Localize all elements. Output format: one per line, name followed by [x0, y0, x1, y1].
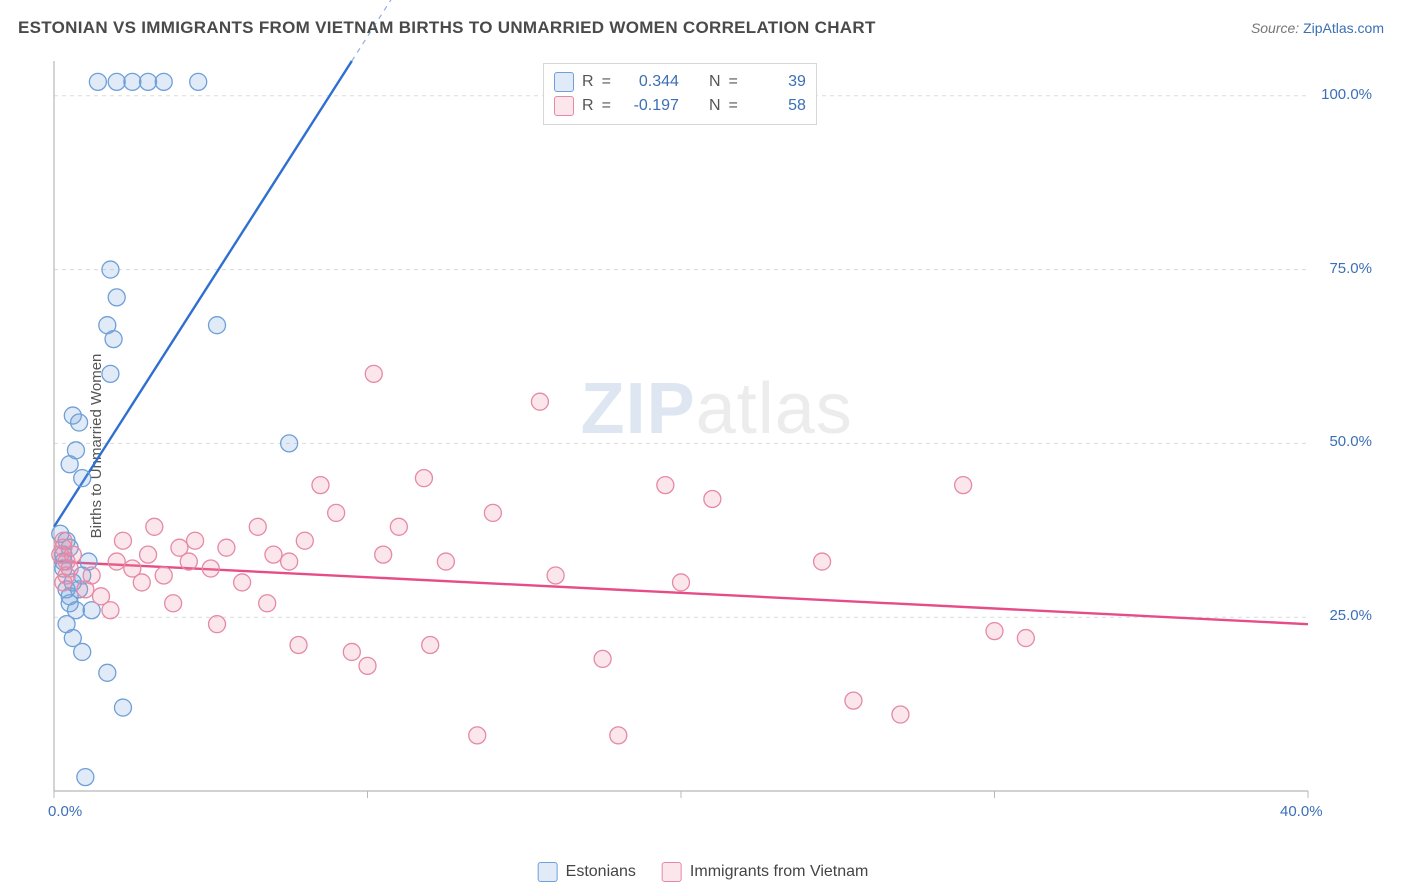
source-label: Source: [1251, 20, 1299, 36]
legend: Estonians Immigrants from Vietnam [538, 862, 869, 882]
stats-n-label: N [709, 97, 721, 115]
stats-swatch-icon [554, 72, 574, 92]
y-tick-label: 25.0% [1329, 607, 1372, 624]
stats-eq: = [602, 97, 611, 115]
y-tick-label: 75.0% [1329, 260, 1372, 277]
stats-n-value: 58 [746, 97, 806, 115]
source-value: ZipAtlas.com [1303, 20, 1384, 36]
stats-n-label: N [709, 73, 721, 91]
plot-area: ZIPatlas R=0.344N=39R=-0.197N=58 25.0%50… [48, 55, 1380, 825]
chart-title: ESTONIAN VS IMMIGRANTS FROM VIETNAM BIRT… [18, 18, 876, 38]
legend-label: Estonians [566, 863, 636, 881]
stats-eq: = [602, 73, 611, 91]
x-tick-label: 40.0% [1280, 803, 1323, 820]
stats-r-value: 0.344 [619, 73, 679, 91]
legend-item-vietnam: Immigrants from Vietnam [662, 862, 868, 882]
stats-n-value: 39 [746, 73, 806, 91]
legend-swatch-icon [538, 862, 558, 882]
legend-swatch-icon [662, 862, 682, 882]
scatter-chart [48, 55, 1380, 825]
stats-eq: = [729, 73, 738, 91]
x-tick-label: 0.0% [48, 803, 82, 820]
legend-item-estonians: Estonians [538, 862, 636, 882]
stats-row: R = 0.344 N = 39 [554, 70, 806, 94]
stats-row: R = -0.197 N = 58 [554, 94, 806, 118]
y-tick-label: 50.0% [1329, 433, 1372, 450]
legend-label: Immigrants from Vietnam [690, 863, 868, 881]
stats-r-value: -0.197 [619, 97, 679, 115]
y-tick-label: 100.0% [1321, 86, 1372, 103]
stats-swatch-icon [554, 96, 574, 116]
correlation-stats-box: R = 0.344 N = 39 R = -0.197 N = 58 [543, 63, 817, 125]
stats-r-label: R [582, 73, 594, 91]
stats-eq: = [729, 97, 738, 115]
stats-r-label: R [582, 97, 594, 115]
source-attribution: Source: ZipAtlas.com [1251, 20, 1384, 36]
